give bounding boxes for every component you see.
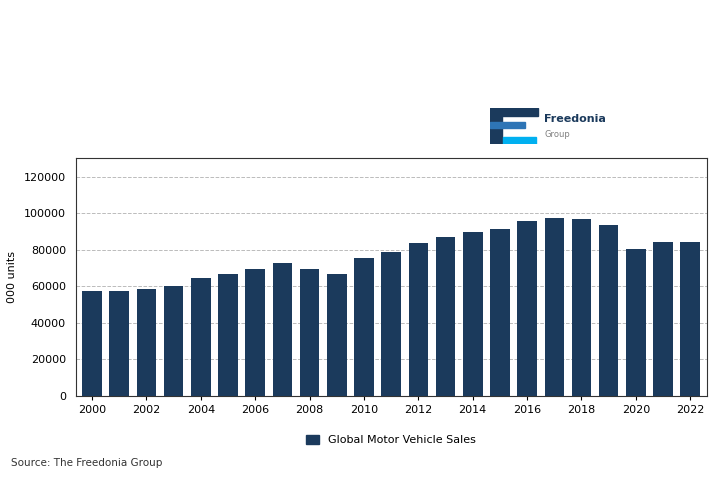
Bar <box>273 263 292 396</box>
Bar <box>245 269 265 396</box>
Bar <box>300 269 319 396</box>
Bar <box>490 122 525 129</box>
Bar <box>518 221 537 396</box>
Bar <box>381 252 401 396</box>
Legend: Global Motor Vehicle Sales: Global Motor Vehicle Sales <box>306 435 476 445</box>
Bar <box>681 242 700 396</box>
Bar <box>409 243 428 396</box>
Bar <box>463 231 482 396</box>
Bar <box>435 237 456 396</box>
Bar <box>164 287 183 396</box>
Bar <box>110 291 129 396</box>
Bar <box>490 108 502 144</box>
Bar <box>82 291 102 396</box>
Text: Freedonia: Freedonia <box>544 114 606 124</box>
Text: Figure 3-2.
Global New Motor Vehicle Retail Sales,
2000 – 2022
(thousand units): Figure 3-2. Global New Motor Vehicle Ret… <box>11 10 268 78</box>
Bar <box>136 289 156 396</box>
Bar <box>503 137 536 144</box>
Bar <box>626 249 646 396</box>
Bar <box>572 219 591 396</box>
Bar <box>327 275 347 396</box>
Y-axis label: 000 units: 000 units <box>7 251 17 303</box>
Bar <box>653 241 673 396</box>
Bar <box>544 218 564 396</box>
Bar <box>490 229 510 396</box>
Bar <box>354 258 373 396</box>
Text: Group: Group <box>544 130 570 139</box>
Bar <box>191 278 211 396</box>
Text: Source: The Freedonia Group: Source: The Freedonia Group <box>11 458 162 468</box>
Bar <box>599 225 619 396</box>
Bar <box>218 274 238 396</box>
Bar <box>490 108 538 117</box>
